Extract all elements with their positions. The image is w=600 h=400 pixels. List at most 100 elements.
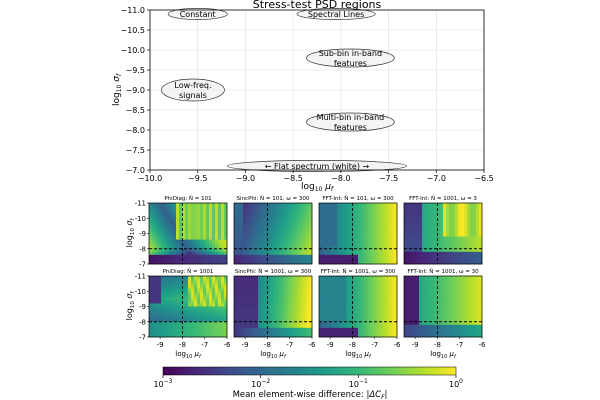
heatmap-cell (443, 215, 447, 219)
heatmap-cell (167, 279, 171, 283)
heatmap-cell (285, 327, 289, 332)
heatmap-cell (179, 230, 183, 234)
heatmap-cell (404, 209, 408, 213)
heatmap-cell (370, 254, 374, 259)
heatmap-cell (300, 288, 304, 292)
heatmap-cell (218, 279, 222, 283)
heatmap-cell (203, 291, 207, 295)
heatmap-cell (319, 276, 323, 280)
heatmap-cell (440, 288, 444, 292)
heatmap-cell (203, 239, 207, 243)
heatmap-cell (388, 312, 392, 316)
heatmap-cell (331, 291, 335, 295)
heatmap-cell (203, 224, 207, 228)
heatmap-cell (467, 327, 471, 332)
heatmap-cell (300, 294, 304, 298)
heatmap-cell (170, 303, 174, 307)
heatmap-cell (382, 288, 386, 292)
heatmap-cell (458, 321, 462, 326)
heatmap-cell (449, 203, 453, 207)
heatmap-cell (206, 224, 210, 228)
heatmap-cell (394, 333, 398, 338)
heatmap-cell (294, 300, 298, 304)
heatmap-cell (343, 224, 347, 228)
heatmap-cell (343, 236, 347, 240)
heatmap-cell (379, 288, 383, 292)
colorbar-bar (162, 366, 457, 376)
heatmap-cell (237, 251, 241, 256)
heatmap-cell (149, 251, 153, 256)
heatmap-cell (361, 209, 365, 213)
heatmap-cell (319, 312, 323, 316)
heatmap-cell (449, 309, 453, 313)
heatmap-cell (328, 276, 332, 280)
heatmap-cell (200, 330, 204, 335)
heatmap-cell (197, 224, 201, 228)
heatmap-cell (173, 236, 177, 240)
heatmap-cell (191, 303, 195, 307)
heatmap-cell (437, 306, 441, 310)
heatmap-cell (410, 285, 414, 289)
heatmap-cell (158, 309, 162, 313)
heatmap-cell (161, 333, 165, 338)
heatmap-cell (197, 312, 201, 316)
heatmap-cell (464, 312, 468, 316)
heatmap-cell (267, 248, 271, 253)
heatmap-cell (218, 315, 222, 320)
heatmap-cell (337, 239, 341, 243)
heatmap-cell (264, 242, 268, 247)
heatmap-cell (410, 239, 414, 243)
heatmap-cell (297, 230, 301, 234)
heatmap-cell (464, 224, 468, 228)
heatmap-cell (413, 221, 417, 225)
heatmap-cell (188, 285, 192, 289)
heatmap-cell (404, 309, 408, 313)
heatmap-cell (455, 257, 459, 262)
heatmap-cell (322, 297, 326, 301)
heatmap-cell (379, 315, 383, 320)
heatmap-cell (246, 230, 250, 234)
heatmap-cell (391, 260, 395, 265)
heatmap-cell (476, 288, 480, 292)
heatmap-cell (176, 303, 180, 307)
heatmap-cell (346, 282, 350, 286)
heatmap-cell (434, 215, 438, 219)
heatmap-cell (246, 282, 250, 286)
heatmap-cell (185, 215, 189, 219)
heatmap-cell (270, 288, 274, 292)
heatmap-cell (167, 327, 171, 332)
heatmap-cell (285, 248, 289, 253)
heatmap-cell (431, 236, 435, 240)
heatmap-cell (446, 251, 450, 256)
heatmap-cell (306, 324, 310, 329)
heatmap-cell (358, 233, 362, 237)
heatmap-cell (246, 254, 250, 259)
heatmap-cell (404, 248, 408, 253)
heatmap-cell (340, 218, 344, 222)
hm-ylabel-top-sigma: σ (125, 220, 134, 229)
heatmap-cell (458, 227, 462, 231)
heatmap-cell (194, 227, 198, 231)
heatmap-cell (431, 254, 435, 259)
heatmap-cell (243, 309, 247, 313)
heatmap-cell (249, 333, 253, 338)
heatmap-cell (297, 291, 301, 295)
heatmap-cell (349, 257, 353, 262)
heatmap-cell (182, 279, 186, 283)
heatmap-cell (325, 212, 329, 216)
heatmap-cell (470, 309, 474, 313)
heatmap-cell (234, 233, 238, 237)
heatmap-cell (322, 285, 326, 289)
heatmap-cell (394, 224, 398, 228)
heatmap-cell (331, 309, 335, 313)
heatmap-cell (173, 257, 177, 262)
heatmap-cell (388, 239, 392, 243)
heatmap-cell (297, 321, 301, 326)
heatmap-cell (413, 285, 417, 289)
heatmap-cell (458, 209, 462, 213)
heatmap-cell (452, 300, 456, 304)
heatmap-cell (285, 276, 289, 280)
heatmap-cell (446, 257, 450, 262)
heatmap-cell (461, 309, 465, 313)
heatmap-cell (291, 260, 295, 265)
